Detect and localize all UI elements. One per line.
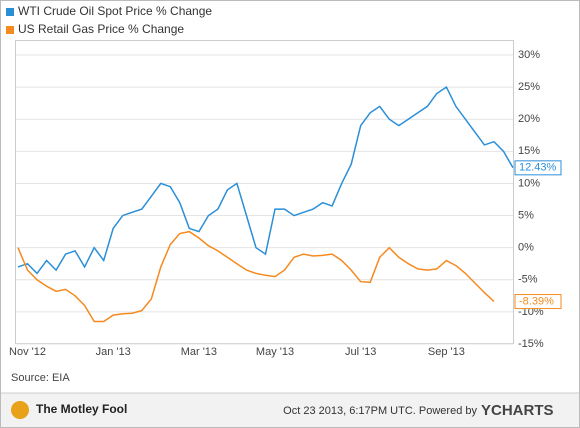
- series-line: [17, 230, 495, 323]
- x-tick-label: Jan '13: [96, 346, 131, 358]
- y-tick-label: -5%: [518, 274, 538, 286]
- y-tick-label: -15%: [518, 338, 544, 350]
- y-tick-label: 10%: [518, 177, 540, 189]
- value-label-box: [514, 294, 562, 310]
- value-label: 12.43%: [519, 162, 557, 174]
- footer-band: [1, 393, 579, 427]
- y-tick-label: 15%: [518, 145, 540, 157]
- timestamp: Oct 23 2013, 6:17PM UTC. Powered by: [283, 405, 477, 417]
- y-tick-label: 30%: [518, 49, 540, 61]
- x-tick-label: Nov '12: [9, 346, 46, 358]
- y-tick-label: 0%: [518, 242, 534, 254]
- y-tick-label: 20%: [518, 113, 540, 125]
- brand: YCHARTS: [481, 402, 554, 419]
- value-label-box: [514, 160, 562, 176]
- legend-label: US Retail Gas Price % Change: [18, 22, 184, 36]
- y-tick-label: 5%: [518, 209, 534, 221]
- x-tick-label: May '13: [256, 346, 294, 358]
- logo-icon: [11, 401, 29, 419]
- x-tick-label: Jul '13: [345, 346, 376, 358]
- value-label: -8.39%: [519, 295, 554, 307]
- source: Source: EIA: [11, 372, 70, 384]
- y-tick-label: 25%: [518, 81, 540, 93]
- legend-swatch: [6, 8, 14, 16]
- series-line: [17, 86, 514, 275]
- legend-label: WTI Crude Oil Spot Price % Change: [18, 4, 212, 18]
- x-tick-label: Mar '13: [181, 346, 217, 358]
- legend-swatch: [6, 26, 14, 34]
- x-tick-label: Sep '13: [428, 346, 465, 358]
- logo-text: The Motley Fool: [36, 402, 127, 416]
- motley-logo: The Motley Fool: [11, 401, 127, 419]
